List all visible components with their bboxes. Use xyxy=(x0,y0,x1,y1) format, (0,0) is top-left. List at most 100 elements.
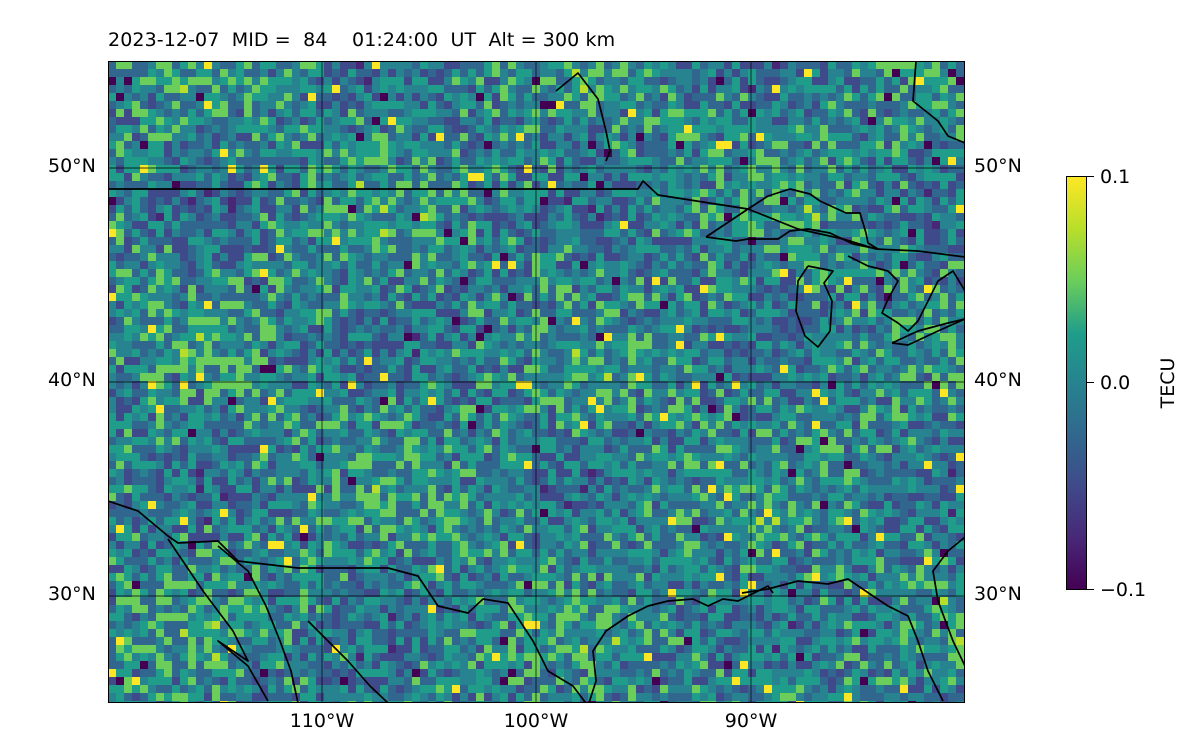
tec-cell xyxy=(524,189,532,197)
tec-cell xyxy=(724,245,732,253)
tec-cell xyxy=(636,309,644,317)
tec-cell xyxy=(164,205,172,213)
tec-cell xyxy=(628,317,636,325)
tec-cell xyxy=(732,61,740,69)
tec-cell xyxy=(796,333,804,341)
tec-cell xyxy=(276,389,284,397)
tec-cell xyxy=(420,373,428,381)
tec-cell xyxy=(244,389,252,397)
tec-cell xyxy=(644,69,652,77)
tec-cell xyxy=(412,341,420,349)
tec-cell xyxy=(220,261,228,269)
tec-cell xyxy=(828,213,836,221)
tec-cell xyxy=(836,205,844,213)
tec-cell xyxy=(428,397,436,405)
tec-cell xyxy=(444,285,452,293)
tec-cell xyxy=(172,309,180,317)
tec-cell xyxy=(300,277,308,285)
tec-cell xyxy=(372,381,380,389)
tec-cell xyxy=(636,141,644,149)
tec-cell xyxy=(212,405,220,413)
tec-cell xyxy=(212,381,220,389)
tec-cell xyxy=(348,101,356,109)
tec-cell xyxy=(668,125,676,133)
tec-cell xyxy=(412,165,420,173)
tec-cell xyxy=(316,309,324,317)
tec-cell xyxy=(308,269,316,277)
tec-cell xyxy=(956,229,964,237)
tec-cell xyxy=(588,69,596,77)
tec-cell xyxy=(484,261,492,269)
tec-cell xyxy=(124,349,132,357)
tec-cell xyxy=(228,293,236,301)
tec-cell xyxy=(572,125,580,133)
tec-cell xyxy=(196,413,204,421)
tec-cell xyxy=(524,349,532,357)
tec-cell xyxy=(620,101,628,109)
tec-cell xyxy=(612,69,620,77)
tec-cell xyxy=(932,61,940,69)
tec-cell xyxy=(892,109,900,117)
tec-cell xyxy=(196,245,204,253)
tec-cell xyxy=(508,213,516,221)
tec-cell xyxy=(140,61,148,69)
tec-cell xyxy=(844,157,852,165)
map-panel[interactable] xyxy=(108,61,965,703)
tec-cell xyxy=(348,357,356,365)
tec-cell xyxy=(708,349,716,357)
tec-cell xyxy=(108,253,116,261)
tec-cell xyxy=(892,245,900,253)
tec-cell xyxy=(916,205,924,213)
tec-cell xyxy=(284,181,292,189)
tec-cell xyxy=(876,373,884,381)
tec-cell xyxy=(900,205,908,213)
tec-cell xyxy=(556,117,564,125)
tec-cell xyxy=(228,173,236,181)
tec-cell xyxy=(772,373,780,381)
tec-cell xyxy=(564,85,572,93)
tec-cell xyxy=(308,117,316,125)
tec-cell xyxy=(844,421,852,429)
tec-cell xyxy=(228,429,236,437)
tec-cell xyxy=(836,245,844,253)
tec-cell xyxy=(284,277,292,285)
tec-cell xyxy=(404,149,412,157)
tec-cell xyxy=(292,229,300,237)
tec-cell xyxy=(780,101,788,109)
tec-cell xyxy=(892,357,900,365)
tec-cell xyxy=(948,341,956,349)
tec-cell xyxy=(844,125,852,133)
tec-cell xyxy=(156,277,164,285)
tec-cell xyxy=(812,389,820,397)
tec-cell xyxy=(364,413,372,421)
tec-cell xyxy=(732,93,740,101)
tec-cell xyxy=(660,357,668,365)
tec-cell xyxy=(692,189,700,197)
tec-cell xyxy=(428,181,436,189)
tec-cell xyxy=(372,197,380,205)
tec-cell xyxy=(948,149,956,157)
tec-cell xyxy=(260,133,268,141)
tec-cell xyxy=(892,93,900,101)
tec-cell xyxy=(212,117,220,125)
tec-cell xyxy=(780,125,788,133)
tec-cell xyxy=(412,117,420,125)
tec-cell xyxy=(916,397,924,405)
tec-cell xyxy=(508,237,516,245)
tec-cell xyxy=(868,373,876,381)
tec-cell xyxy=(628,157,636,165)
tec-cell xyxy=(636,389,644,397)
tec-cell xyxy=(716,109,724,117)
tec-cell xyxy=(108,237,116,245)
tec-cell xyxy=(260,357,268,365)
tec-cell xyxy=(812,77,820,85)
tec-cell xyxy=(268,133,276,141)
tec-cell xyxy=(364,325,372,333)
tec-cell xyxy=(396,349,404,357)
tec-cell xyxy=(452,253,460,261)
tec-cell xyxy=(724,293,732,301)
tec-cell xyxy=(412,421,420,429)
tec-cell xyxy=(428,285,436,293)
tec-cell xyxy=(420,277,428,285)
tec-cell xyxy=(812,365,820,373)
